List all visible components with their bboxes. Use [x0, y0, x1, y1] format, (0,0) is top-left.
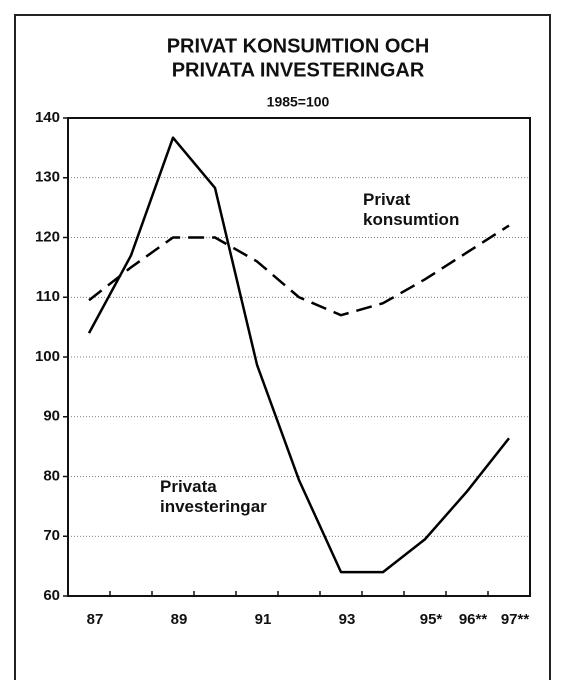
frame: [14, 14, 551, 680]
chart-subtitle: 1985=100: [267, 94, 330, 110]
x-tick-label: 87: [87, 611, 104, 628]
y-tick-label: 120: [35, 228, 60, 245]
x-tick-label: 91: [255, 611, 272, 628]
y-tick-label: 80: [43, 467, 60, 484]
y-tick-label: 60: [43, 587, 60, 604]
x-tick-label: 93: [339, 611, 356, 628]
series-label: Privata investeringar: [160, 477, 267, 516]
x-tick-label: 89: [171, 611, 188, 628]
y-tick-label: 140: [35, 109, 60, 126]
series-line: [88, 224, 510, 317]
series-label: Privat konsumtion: [363, 190, 459, 229]
plot-area: [67, 117, 531, 597]
series-line: [87, 136, 510, 574]
chart-title: PRIVAT KONSUMTION OCH: [167, 35, 430, 57]
y-tick-label: 130: [35, 169, 60, 186]
x-tick-label: 97**: [501, 611, 530, 628]
chart-title: PRIVATA INVESTERINGAR: [172, 59, 425, 81]
y-tick-label: 90: [43, 408, 60, 425]
y-tick-label: 100: [35, 348, 60, 365]
y-tick-label: 110: [36, 288, 60, 305]
x-tick-label: 96**: [459, 611, 488, 628]
y-tick-label: 70: [43, 527, 60, 544]
x-tick-label: 95*: [420, 611, 443, 628]
